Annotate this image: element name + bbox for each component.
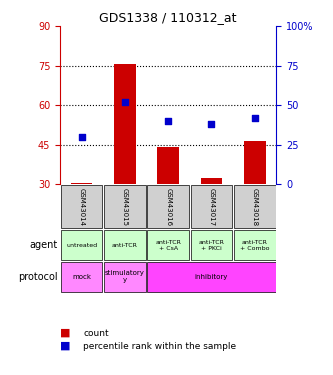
Text: GSM43015: GSM43015 — [122, 188, 128, 226]
Text: percentile rank within the sample: percentile rank within the sample — [83, 342, 236, 351]
Bar — [71, 183, 92, 184]
Bar — [114, 64, 136, 184]
FancyBboxPatch shape — [104, 230, 146, 260]
Text: anti-TCR
+ PKCi: anti-TCR + PKCi — [198, 240, 224, 250]
Text: mock: mock — [72, 274, 91, 280]
FancyBboxPatch shape — [148, 230, 189, 260]
Text: inhibitory: inhibitory — [195, 274, 228, 280]
Text: ■: ■ — [60, 341, 71, 351]
Point — [79, 134, 84, 140]
Bar — [200, 178, 222, 184]
Text: anti-TCR: anti-TCR — [112, 243, 138, 248]
FancyBboxPatch shape — [191, 185, 232, 228]
FancyBboxPatch shape — [104, 185, 146, 228]
Point — [252, 115, 257, 121]
Text: anti-TCR
+ CsA: anti-TCR + CsA — [155, 240, 181, 250]
Point — [209, 121, 214, 127]
FancyBboxPatch shape — [61, 230, 102, 260]
FancyBboxPatch shape — [148, 185, 189, 228]
Text: count: count — [83, 328, 109, 338]
Point — [166, 118, 171, 124]
FancyBboxPatch shape — [148, 261, 275, 292]
Text: agent: agent — [30, 240, 58, 250]
Text: stimulatory
y: stimulatory y — [105, 270, 145, 283]
Text: GSM43016: GSM43016 — [165, 188, 171, 226]
Text: untreated: untreated — [66, 243, 97, 248]
FancyBboxPatch shape — [104, 261, 146, 292]
Bar — [157, 147, 179, 184]
Text: GSM43017: GSM43017 — [208, 188, 214, 226]
Point — [122, 99, 128, 105]
Text: GSM43014: GSM43014 — [79, 188, 85, 226]
Text: ■: ■ — [60, 328, 71, 338]
Title: GDS1338 / 110312_at: GDS1338 / 110312_at — [100, 11, 237, 24]
Text: protocol: protocol — [18, 272, 58, 282]
Text: GSM43018: GSM43018 — [252, 188, 258, 226]
FancyBboxPatch shape — [234, 230, 275, 260]
Text: anti-TCR
+ Combo: anti-TCR + Combo — [240, 240, 269, 250]
FancyBboxPatch shape — [234, 185, 275, 228]
Bar — [244, 141, 265, 184]
FancyBboxPatch shape — [191, 230, 232, 260]
FancyBboxPatch shape — [61, 261, 102, 292]
FancyBboxPatch shape — [61, 185, 102, 228]
